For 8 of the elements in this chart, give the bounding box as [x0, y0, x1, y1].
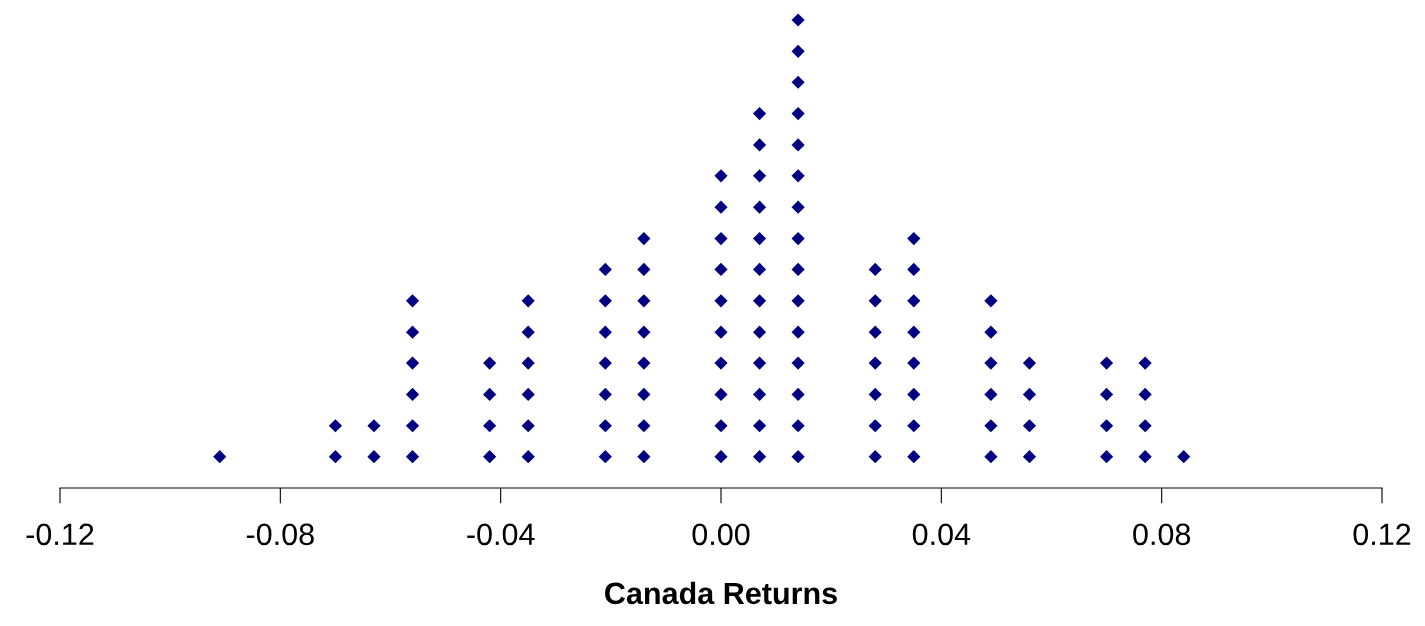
- x-tick-label: 0.00: [692, 523, 750, 546]
- x-tick-label: -0.12: [26, 523, 94, 546]
- x-tick-label: 0.04: [912, 523, 971, 546]
- x-tick-label: -0.08: [246, 523, 314, 546]
- x-tick-label: 0.12: [1353, 523, 1411, 546]
- x-axis-title: Canada Returns: [605, 581, 837, 605]
- x-tick-label: 0.08: [1133, 523, 1191, 546]
- x-tick-label: -0.04: [467, 523, 535, 546]
